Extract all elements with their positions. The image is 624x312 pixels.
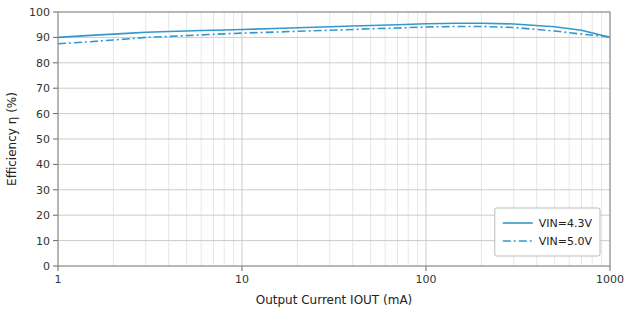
tick-mark [53,12,58,13]
grid-line [58,113,610,114]
legend-swatch [503,222,533,224]
tick-label: 40 [36,158,50,171]
tick-mark [53,139,58,140]
tick-label: 1000 [596,273,624,286]
tick-mark [53,62,58,63]
tick-mark [53,240,58,241]
tick-label: 0 [43,260,50,273]
grid-line [58,164,610,165]
tick-label: 20 [36,209,50,222]
tick-label: 60 [36,108,50,121]
grid-line [58,88,610,89]
y-axis-label: Efficiency η (%) [5,92,19,186]
tick-label: 90 [36,31,50,44]
legend-label: VIN=5.0V [539,235,593,248]
grid [58,12,610,266]
legend-box [495,208,600,256]
tick-mark [53,113,58,114]
tick-label: 10 [235,273,249,286]
tick-mark [53,215,58,216]
series-line [58,26,610,43]
tick-mark [53,164,58,165]
legend-label: VIN=4.3V [539,217,593,230]
tick-label: 80 [36,57,50,70]
tick-label: 70 [36,82,50,95]
tick-label: 100 [29,6,50,19]
tick-mark [58,266,59,271]
grid-line [58,189,610,190]
tick-mark [53,189,58,190]
tick-mark [53,88,58,89]
tick-mark [53,37,58,38]
plot-frame [58,12,610,266]
tick-label: 100 [416,273,437,286]
tick-mark [426,266,427,271]
tick-mark [53,266,58,267]
series-lines [58,23,610,44]
grid-line [58,139,610,140]
x-axis-label: Output Current IOUT (mA) [256,293,413,307]
tick-mark [242,266,243,271]
tick-label: 30 [36,184,50,197]
tick-label: 1 [55,273,62,286]
tick-mark [610,266,611,271]
chart: 11010010000102030405060708090100Output C… [0,0,624,312]
legend: VIN=4.3V VIN=5.0V [495,208,600,256]
tick-label: 10 [36,235,50,248]
legend-swatch [503,240,533,242]
tick-label: 50 [36,133,50,146]
grid-line [58,62,610,63]
